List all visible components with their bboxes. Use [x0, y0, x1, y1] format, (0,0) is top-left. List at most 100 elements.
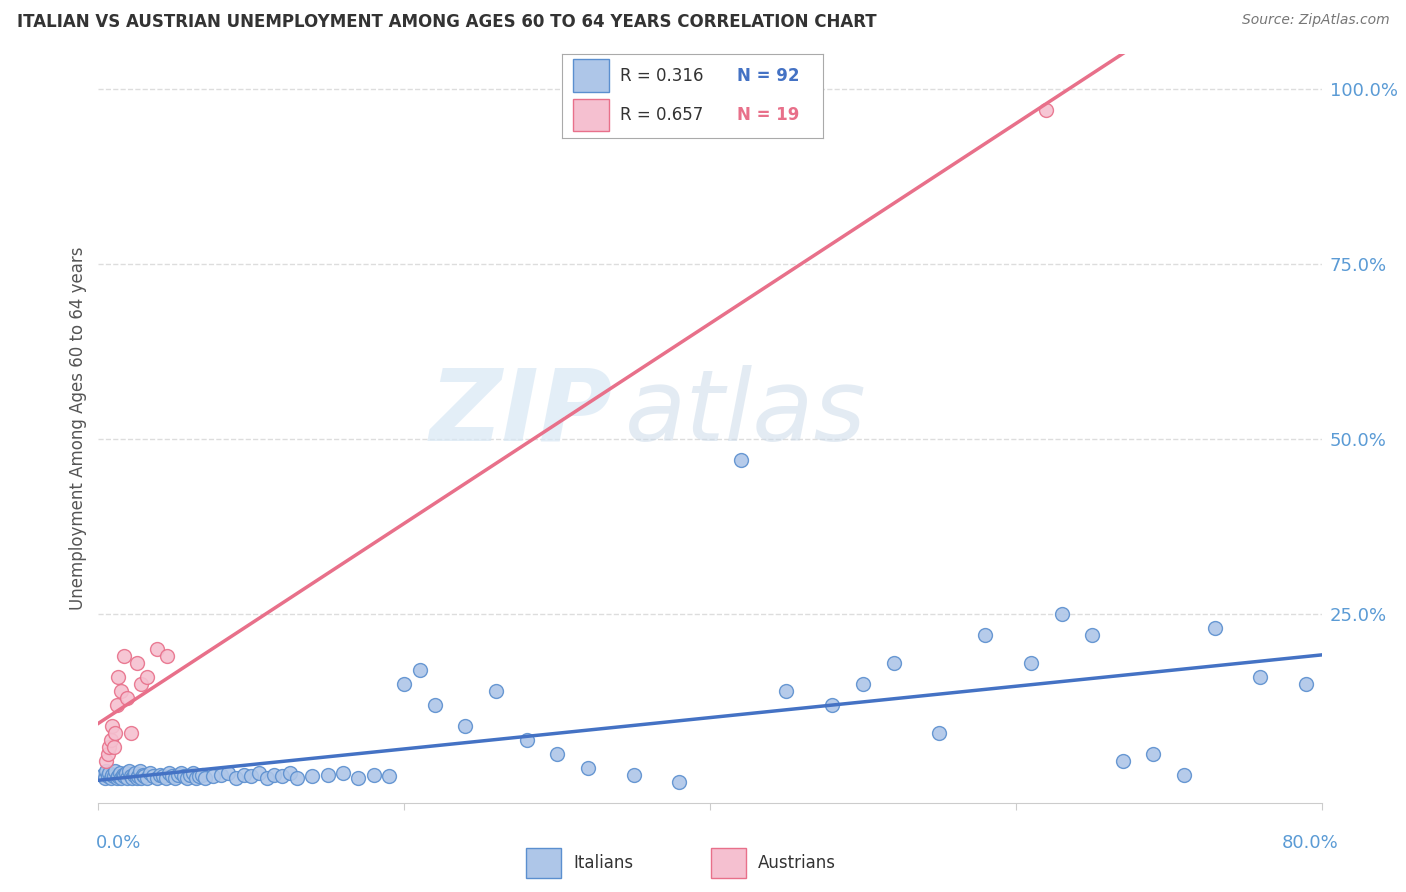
Text: 80.0%: 80.0% — [1282, 834, 1339, 852]
Point — [217, 766, 239, 780]
Point — [117, 690, 139, 705]
Point — [93, 772, 115, 786]
Point — [129, 677, 152, 691]
Bar — [711, 848, 747, 878]
Point — [167, 768, 190, 782]
Point — [173, 769, 195, 783]
Point — [1142, 747, 1164, 761]
Point — [209, 768, 232, 782]
Point — [121, 772, 143, 786]
Point — [100, 772, 122, 786]
Point — [1204, 621, 1226, 635]
Point — [623, 768, 645, 782]
Point — [270, 769, 292, 783]
Point — [105, 772, 128, 786]
Point — [278, 766, 301, 780]
Point — [232, 768, 254, 782]
Point — [730, 452, 752, 467]
Point — [115, 766, 138, 780]
Point — [156, 648, 179, 663]
Point — [188, 769, 211, 783]
Point — [170, 766, 193, 780]
Point — [117, 772, 139, 786]
Point — [1295, 677, 1317, 691]
Point — [108, 766, 131, 780]
Text: N = 19: N = 19 — [737, 106, 799, 124]
Point — [852, 677, 875, 691]
Point — [1173, 768, 1195, 782]
Point — [145, 772, 167, 786]
Point — [97, 747, 120, 761]
Point — [454, 719, 477, 733]
Point — [263, 768, 285, 782]
Point — [363, 768, 385, 782]
Point — [485, 683, 508, 698]
Point — [240, 769, 263, 783]
Point — [129, 772, 152, 786]
Bar — [526, 848, 561, 878]
Point — [103, 739, 125, 754]
Point — [928, 725, 950, 739]
Text: ZIP: ZIP — [429, 365, 612, 462]
Point — [104, 725, 127, 739]
Point — [136, 670, 159, 684]
Point — [883, 656, 905, 670]
Point — [256, 772, 278, 786]
Point — [332, 766, 354, 780]
Point — [139, 766, 162, 780]
Point — [1050, 607, 1073, 621]
Point — [1249, 670, 1271, 684]
Point — [155, 772, 177, 786]
Point — [378, 769, 401, 783]
Point — [101, 719, 124, 733]
Point — [125, 656, 148, 670]
Point — [423, 698, 446, 712]
Text: Italians: Italians — [574, 854, 633, 872]
Point — [974, 628, 997, 642]
Point — [668, 774, 690, 789]
Point — [1081, 628, 1104, 642]
Point — [111, 768, 134, 782]
Text: R = 0.316: R = 0.316 — [620, 67, 703, 85]
Point — [105, 698, 128, 712]
Point — [142, 769, 165, 783]
Text: Austrians: Austrians — [758, 854, 837, 872]
Point — [316, 768, 339, 782]
Point — [285, 772, 308, 786]
Point — [247, 766, 270, 780]
Point — [136, 772, 159, 786]
Point — [107, 769, 129, 783]
Point — [120, 769, 142, 783]
Point — [101, 768, 124, 782]
Point — [110, 683, 132, 698]
Point — [98, 739, 121, 754]
Point — [191, 768, 214, 782]
Point — [91, 768, 114, 782]
Point — [160, 769, 183, 783]
Bar — [572, 99, 609, 131]
Point — [516, 732, 538, 747]
Text: R = 0.657: R = 0.657 — [620, 106, 703, 124]
Text: Source: ZipAtlas.com: Source: ZipAtlas.com — [1241, 13, 1389, 28]
Point — [112, 769, 135, 783]
Point — [125, 772, 148, 786]
Point — [1035, 103, 1057, 117]
Point — [107, 670, 129, 684]
Point — [120, 725, 142, 739]
Point — [98, 766, 121, 780]
Point — [145, 641, 167, 656]
Point — [163, 772, 186, 786]
Point — [94, 754, 117, 768]
Y-axis label: Unemployment Among Ages 60 to 64 years: Unemployment Among Ages 60 to 64 years — [69, 246, 87, 610]
Point — [775, 683, 797, 698]
Point — [408, 663, 430, 677]
Point — [118, 764, 141, 779]
Point — [347, 772, 370, 786]
Point — [132, 768, 155, 782]
Text: N = 92: N = 92 — [737, 67, 799, 85]
Point — [392, 677, 416, 691]
Point — [97, 769, 120, 783]
Point — [94, 764, 117, 779]
Point — [149, 768, 172, 782]
Point — [134, 769, 156, 783]
